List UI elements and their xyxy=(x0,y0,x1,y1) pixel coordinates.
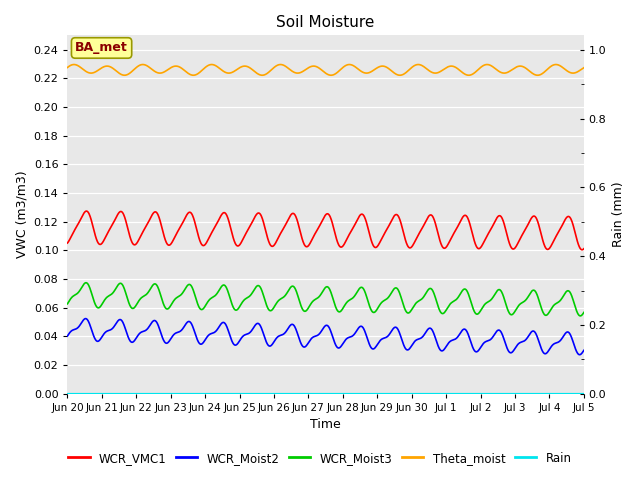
Legend: WCR_VMC1, WCR_Moist2, WCR_Moist3, Theta_moist, Rain: WCR_VMC1, WCR_Moist2, WCR_Moist3, Theta_… xyxy=(63,447,577,469)
Y-axis label: VWC (m3/m3): VWC (m3/m3) xyxy=(15,171,28,258)
Y-axis label: Rain (mm): Rain (mm) xyxy=(612,182,625,247)
X-axis label: Time: Time xyxy=(310,419,341,432)
Text: BA_met: BA_met xyxy=(76,41,128,54)
Title: Soil Moisture: Soil Moisture xyxy=(276,15,375,30)
